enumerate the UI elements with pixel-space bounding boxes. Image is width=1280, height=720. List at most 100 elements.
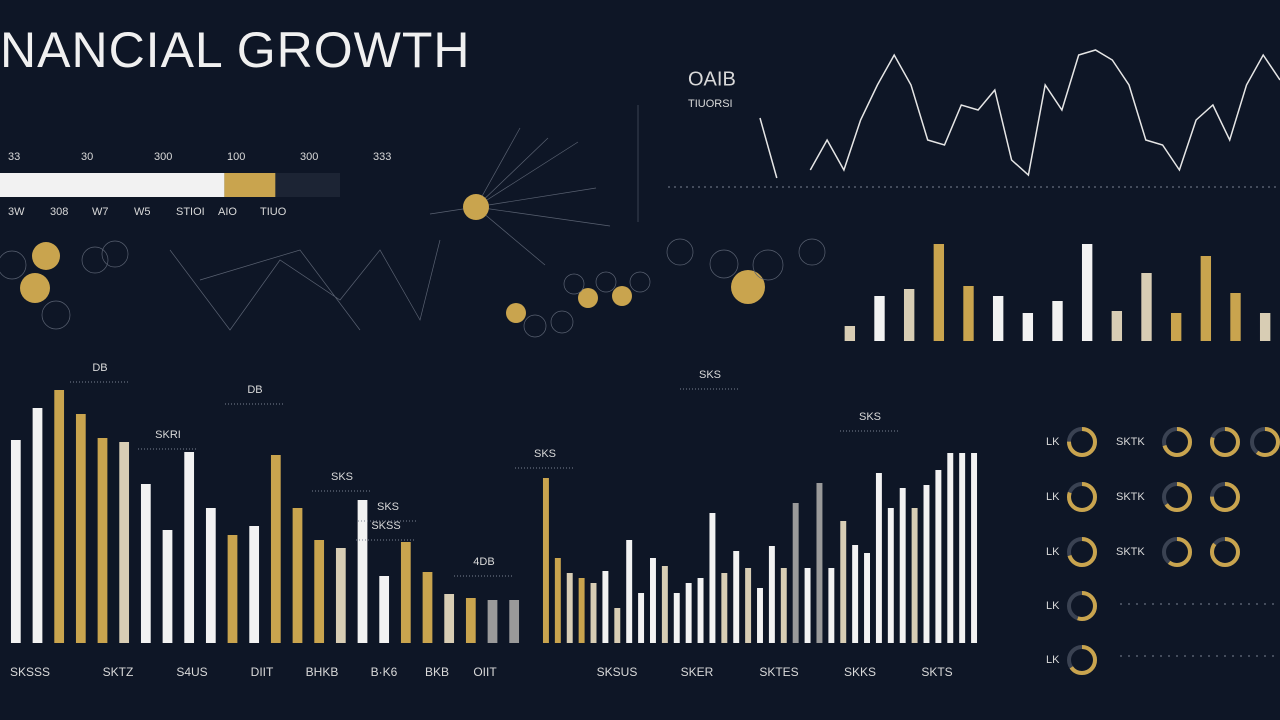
bar	[554, 558, 561, 643]
bar	[292, 508, 303, 643]
bar	[1200, 256, 1212, 341]
donut-arc	[1210, 537, 1240, 567]
bar	[911, 508, 918, 643]
bar	[614, 608, 621, 643]
bar-annotation: SKS	[859, 411, 881, 423]
axis-label: BHKB	[306, 665, 339, 679]
bar	[205, 508, 216, 643]
progress-label: W5	[134, 206, 151, 218]
bar	[992, 296, 1004, 341]
axis-label: SKKS	[844, 665, 876, 679]
bar	[709, 513, 716, 643]
donut-arc	[1162, 427, 1192, 457]
donut-arc	[1162, 537, 1192, 567]
bar-annotation: SKSS	[371, 520, 400, 532]
bar	[816, 483, 823, 643]
bar-annotation: SKS	[699, 369, 721, 381]
bar	[638, 593, 645, 643]
progress-tick: 33	[8, 151, 20, 163]
bar	[887, 508, 894, 643]
progress-label: TIUO	[260, 206, 287, 218]
line-title: OAIB	[688, 68, 736, 90]
bar	[768, 546, 775, 643]
bar	[578, 578, 585, 643]
progress-label: W7	[92, 206, 109, 218]
bar	[804, 568, 811, 643]
bar	[335, 548, 346, 643]
bar	[721, 573, 728, 643]
bar-annotation: DB	[92, 362, 107, 374]
bar	[566, 573, 573, 643]
bar	[626, 540, 633, 643]
donut-arc	[1067, 537, 1097, 567]
bar	[1259, 313, 1271, 341]
bar	[422, 572, 433, 643]
mid-label: SKTK	[1116, 546, 1145, 558]
axis-label: BKB	[425, 665, 449, 679]
bar	[947, 453, 954, 643]
bar	[733, 551, 740, 643]
bar	[971, 453, 978, 643]
bar	[903, 289, 915, 341]
axis-label: SKTES	[759, 665, 798, 679]
axis-label: SKTS	[921, 665, 952, 679]
bar	[1052, 301, 1063, 341]
bar-annotation: SKS	[377, 501, 399, 513]
progress-tick: 100	[227, 151, 245, 163]
bar	[162, 530, 173, 643]
decoration	[0, 105, 1280, 657]
bar	[745, 568, 752, 643]
row-label: LK	[1046, 546, 1060, 558]
row-label: LK	[1046, 491, 1060, 503]
bar	[661, 566, 668, 643]
bar	[1111, 311, 1123, 341]
bar	[840, 521, 847, 643]
bar	[874, 296, 885, 341]
bar	[1170, 313, 1182, 341]
bar	[444, 594, 455, 643]
progress-label: 308	[50, 206, 68, 218]
bar	[249, 526, 260, 643]
bar	[757, 588, 763, 643]
bar	[357, 500, 368, 643]
bar	[697, 578, 704, 643]
donut-arc	[1067, 482, 1097, 512]
bar	[97, 438, 108, 643]
bar	[923, 485, 930, 643]
bar	[844, 326, 856, 341]
bar	[650, 558, 656, 643]
bar-annotation: DB	[247, 384, 262, 396]
bar	[314, 540, 325, 643]
bar	[487, 600, 498, 643]
line-subtitle: TIUORSI	[688, 98, 733, 110]
donut-arc	[1067, 591, 1097, 621]
bar	[54, 390, 65, 643]
axis-label: SKTZ	[103, 665, 134, 679]
progress-segment	[0, 173, 225, 197]
bar	[780, 568, 787, 643]
bar	[852, 545, 859, 643]
bar	[119, 442, 130, 643]
bar	[864, 553, 870, 643]
bar	[509, 600, 520, 643]
bar	[1141, 273, 1152, 341]
bar	[75, 414, 86, 643]
bar	[465, 598, 476, 643]
axis-label: OIIT	[473, 665, 497, 679]
bar	[400, 542, 411, 643]
bar	[959, 453, 966, 643]
page-title: NANCIAL GROWTH	[0, 22, 471, 78]
bar	[379, 576, 390, 643]
donut-arc	[1250, 427, 1280, 457]
progress-label: STIOI	[176, 206, 205, 218]
bar	[227, 535, 238, 643]
donut-arc	[1067, 645, 1097, 675]
axis-label: DIIT	[251, 665, 274, 679]
axis-label: SKER	[681, 665, 714, 679]
bar	[963, 286, 974, 341]
progress-label: AIO	[218, 206, 237, 218]
bar	[673, 593, 680, 643]
axis-label: S4US	[176, 665, 207, 679]
progress-tick: 300	[300, 151, 318, 163]
